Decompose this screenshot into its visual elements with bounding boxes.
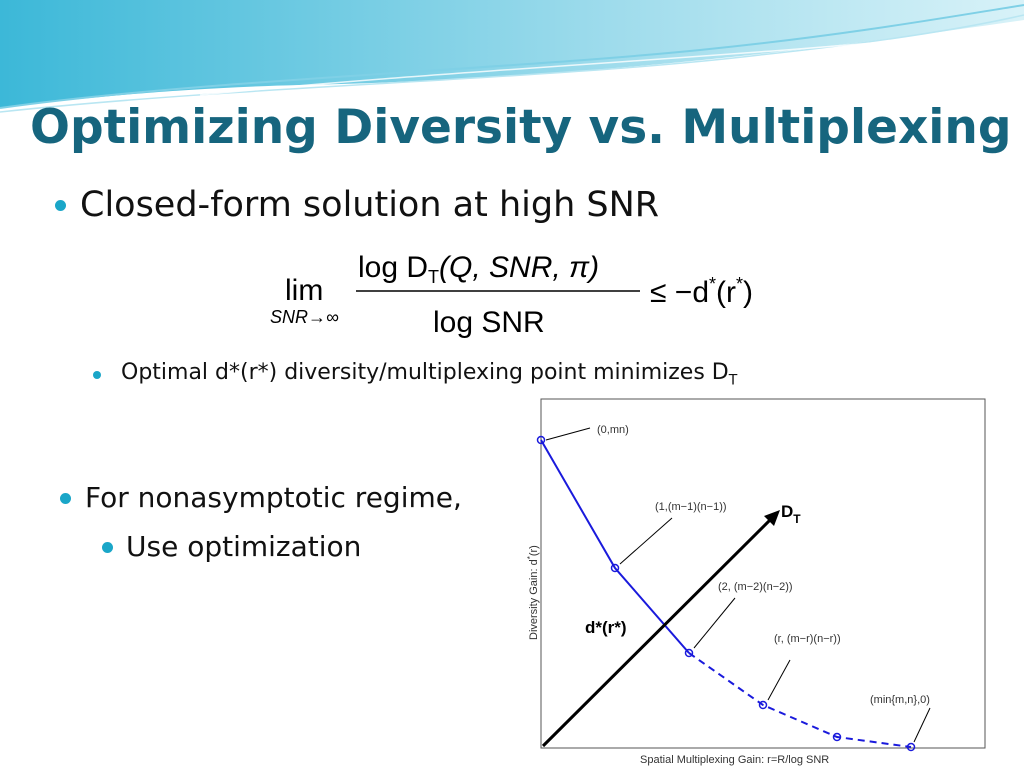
- y-axis-label: Diversity Gain: d*(r): [526, 545, 540, 640]
- curve-point: [758, 700, 768, 710]
- curve-points: [536, 435, 916, 752]
- bullet-dot: [93, 371, 101, 379]
- formula-rhs: ≤ −d*(r*): [650, 274, 753, 309]
- dt-label-sub: T: [793, 512, 801, 526]
- bullet-dot: [55, 200, 66, 211]
- sub-bullet-sub: T: [728, 372, 738, 389]
- formula: lim SNR→∞ log DT(Q, SNR, π) log SNR ≤ −d…: [270, 251, 753, 339]
- formula-rhs-main: ≤ −d: [650, 276, 709, 309]
- point-labels: (0,mn) (1,(m−1)(n−1)) (2, (m−2)(n−2)) (r…: [597, 424, 930, 706]
- bullet-text: Closed-form solution at high SNR: [80, 185, 660, 225]
- annotation-arrows: [545, 427, 931, 743]
- sub-bullet: Optimal d*(r*) diversity/multiplexing po…: [121, 360, 737, 388]
- x-axis-label: Spatial Multiplexing Gain: r=R/log SNR: [640, 754, 829, 766]
- bullet-dot: [60, 493, 71, 504]
- curve-point: [610, 563, 620, 573]
- sub-bullet-text: Optimal d*(r*) diversity/multiplexing po…: [121, 360, 729, 385]
- slide-title: Optimizing Diversity vs. Multiplexing: [30, 100, 1012, 155]
- annotation-arrow: [767, 659, 791, 701]
- bullet-text: For nonasymptotic regime,: [85, 481, 462, 514]
- curve-point: [536, 435, 546, 445]
- dt-arrow: [541, 516, 774, 748]
- formula-num-log: log D: [358, 251, 428, 284]
- header-wave: [0, 0, 1024, 108]
- annotation-arrow: [693, 597, 736, 649]
- wave-line: [0, 14, 1024, 113]
- formula-num-sub: T: [428, 267, 439, 287]
- point-label: (min{m,n},0): [870, 694, 930, 706]
- point-label: (1,(m−1)(n−1)): [655, 501, 727, 513]
- wave-line: [0, 4, 1024, 109]
- sub-bullet-text: Use optimization: [126, 530, 362, 563]
- wave-line: [199, 29, 1024, 96]
- curve-dashed: [688, 652, 912, 748]
- y-label-end: (r): [528, 545, 540, 556]
- curve-point: [906, 742, 916, 752]
- formula-lim-sub: SNR→∞: [270, 307, 339, 327]
- opt-label: d*(r*): [585, 618, 627, 637]
- curve-point: [832, 732, 842, 742]
- point-label: (r, (m−r)(n−r)): [774, 633, 841, 645]
- dt-arrowhead: [764, 510, 780, 526]
- formula-num-args: (Q, SNR, π): [439, 251, 599, 284]
- formula-rhs-sup: *: [736, 274, 743, 294]
- bullet-dot: [102, 542, 113, 553]
- y-label-sup: *: [526, 556, 535, 559]
- formula-denominator: log SNR: [433, 306, 545, 339]
- plot: (0,mn) (1,(m−1)(n−1)) (2, (m−2)(n−2)) (r…: [526, 398, 986, 766]
- plot-frame: [540, 398, 986, 749]
- formula-rhs-mid: (r: [716, 276, 736, 309]
- formula-rhs-sup: *: [709, 274, 716, 294]
- dt-label-main: D: [781, 502, 793, 521]
- point-label: (2, (m−2)(n−2)): [718, 581, 793, 593]
- dt-label: DT: [781, 502, 801, 526]
- annotation-arrow: [619, 517, 673, 565]
- annotation-arrow: [545, 427, 591, 441]
- formula-rhs-end: ): [743, 276, 753, 309]
- curve-point: [684, 648, 694, 658]
- formula-numerator: log DT(Q, SNR, π): [358, 251, 599, 287]
- y-label-main: Diversity Gain: d: [528, 559, 540, 640]
- annotation-arrow: [913, 707, 931, 743]
- formula-lim: lim: [285, 274, 323, 307]
- point-label: (0,mn): [597, 424, 629, 436]
